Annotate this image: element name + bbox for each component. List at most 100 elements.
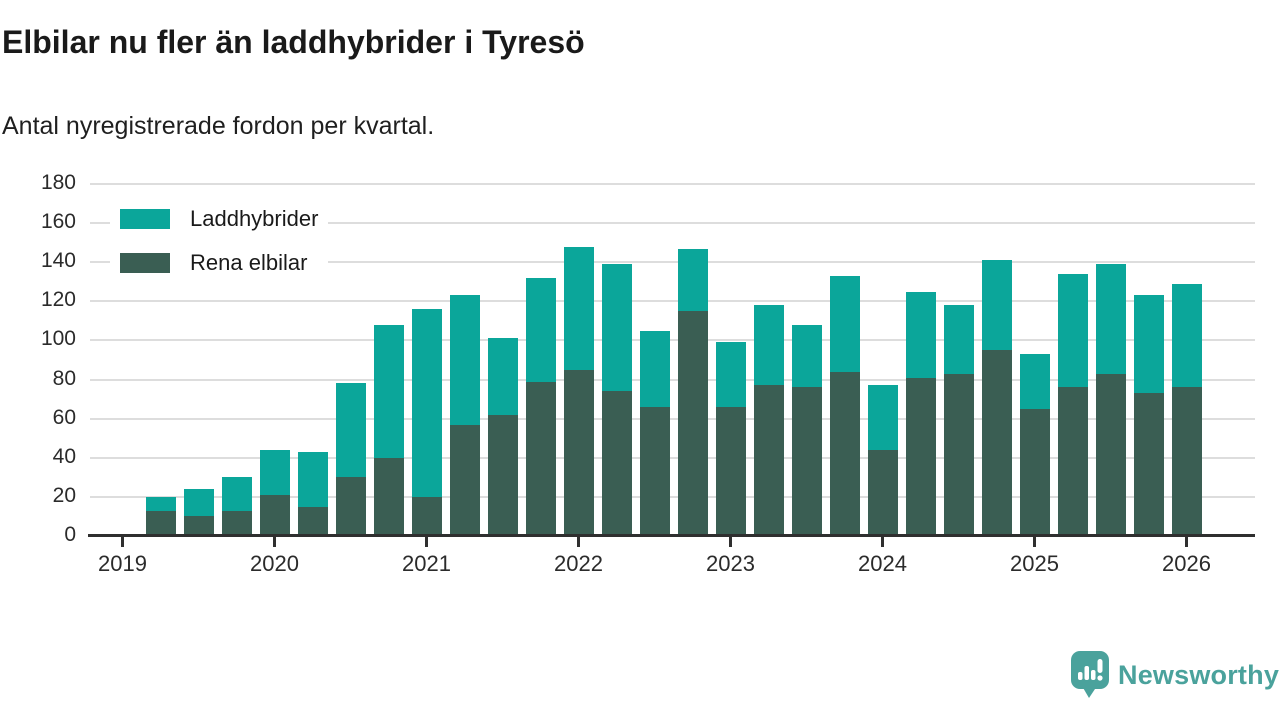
y-axis-label-60: 60: [52, 405, 76, 429]
bar-2025-Q4-laddhybrider: [1133, 295, 1164, 394]
y-axis-label-160: 160: [40, 210, 76, 234]
gridline-20: [90, 495, 1255, 498]
x-axis-label-2023: 2023: [706, 551, 755, 576]
bar-2024-Q1-laddhybrider: [867, 385, 898, 450]
bar-2024-Q4-laddhybrider: [981, 260, 1012, 351]
y-axis-label-0: 0: [64, 523, 76, 546]
x-axis-tick-2021: [425, 537, 428, 547]
legend-item-laddhybrider: Laddhybrider: [110, 201, 329, 237]
legend-label-laddhybrider: Laddhybrider: [190, 206, 319, 231]
bar-2025-Q4-rena-elbilar: [1133, 393, 1164, 536]
bar-2024-Q3-laddhybrider: [943, 305, 974, 374]
bar-2020-Q2-laddhybrider: [297, 451, 328, 507]
bar-2026-Q1-laddhybrider: [1171, 283, 1202, 388]
x-axis-tick-2026: [1185, 537, 1188, 547]
newsworthy-logo: Newsworthy: [1070, 650, 1279, 700]
x-axis-label-2025: 2025: [1010, 551, 1059, 576]
bar-2023-Q2-laddhybrider: [753, 305, 784, 386]
bar-2022-Q1-rena-elbilar: [563, 369, 594, 536]
bar-2023-Q4-laddhybrider: [829, 275, 860, 372]
bar-2026-Q1-rena-elbilar: [1171, 387, 1202, 536]
bar-2022-Q4-laddhybrider: [677, 248, 708, 312]
bar-2023-Q4-rena-elbilar: [829, 371, 860, 536]
x-axis-label-2026: 2026: [1162, 551, 1211, 576]
x-axis-label-2020: 2020: [250, 551, 299, 576]
y-axis-label-40: 40: [52, 444, 76, 468]
bar-2022-Q1-laddhybrider: [563, 246, 594, 370]
bar-2024-Q1-rena-elbilar: [867, 449, 898, 536]
x-axis-label-2019: 2019: [98, 551, 147, 576]
bar-2020-Q3-rena-elbilar: [335, 477, 366, 536]
bar-2023-Q1-laddhybrider: [715, 342, 746, 407]
bar-2021-Q1-rena-elbilar: [411, 496, 442, 536]
bar-2021-Q2-laddhybrider: [449, 295, 480, 425]
bar-2022-Q3-rena-elbilar: [639, 406, 670, 536]
bar-2023-Q1-rena-elbilar: [715, 406, 746, 536]
bar-2021-Q4-laddhybrider: [525, 277, 556, 382]
bar-2019-Q4-laddhybrider: [221, 477, 252, 511]
bar-2024-Q2-rena-elbilar: [905, 377, 936, 536]
bar-2020-Q4-laddhybrider: [373, 324, 404, 458]
y-axis-label-80: 80: [52, 366, 76, 390]
bar-2021-Q4-rena-elbilar: [525, 381, 556, 536]
gridline-100: [90, 339, 1255, 342]
gridline-140: [90, 261, 1255, 264]
chart-subtitle: Antal nyregistrerade fordon per kvartal.: [2, 112, 435, 140]
bar-2022-Q3-laddhybrider: [639, 330, 670, 407]
x-axis-line: [88, 534, 1255, 537]
bar-2020-Q3-laddhybrider: [335, 383, 366, 478]
x-axis-tick-2025: [1033, 537, 1036, 547]
legend-swatch-laddhybrider: [120, 209, 170, 229]
bar-2021-Q1-laddhybrider: [411, 309, 442, 497]
newsworthy-logo-text: Newsworthy: [1118, 659, 1280, 690]
bar-2021-Q3-rena-elbilar: [487, 414, 518, 536]
x-axis-label-2024: 2024: [858, 551, 907, 576]
bar-2025-Q2-laddhybrider: [1057, 273, 1088, 388]
newsworthy-logo-icon: [1071, 651, 1109, 698]
y-axis-label-140: 140: [40, 249, 76, 273]
bar-2023-Q3-laddhybrider: [791, 324, 822, 388]
bar-2025-Q1-rena-elbilar: [1019, 408, 1050, 536]
bar-2019-Q2-rena-elbilar: [145, 510, 176, 536]
gridline-160: [90, 222, 1255, 225]
bar-2025-Q3-laddhybrider: [1095, 264, 1126, 374]
bar-2022-Q2-rena-elbilar: [601, 391, 632, 536]
gridline-60: [90, 417, 1255, 420]
bar-2019-Q2-laddhybrider: [145, 496, 176, 511]
bar-2025-Q2-rena-elbilar: [1057, 387, 1088, 536]
x-axis-tick-2019: [121, 537, 124, 547]
bar-2023-Q2-rena-elbilar: [753, 385, 784, 536]
y-axis-label-20: 20: [52, 483, 76, 507]
legend-label-rena-elbilar: Rena elbilar: [190, 250, 308, 275]
bar-2025-Q3-rena-elbilar: [1095, 373, 1126, 536]
bar-2023-Q3-rena-elbilar: [791, 387, 822, 536]
gridline-120: [90, 300, 1255, 303]
bar-2020-Q1-rena-elbilar: [259, 494, 290, 536]
chart-legend: Laddhybrider Rena elbilar: [110, 201, 329, 281]
gridline-40: [90, 456, 1255, 459]
gridline-180: [90, 183, 1255, 185]
x-axis-tick-2023: [729, 537, 732, 547]
bar-2020-Q4-rena-elbilar: [373, 457, 404, 536]
bar-2022-Q4-rena-elbilar: [677, 311, 708, 536]
bar-2024-Q4-rena-elbilar: [981, 350, 1012, 536]
y-axis-label-180: 180: [40, 171, 76, 194]
bar-2019-Q4-rena-elbilar: [221, 510, 252, 536]
y-axis-label-100: 100: [40, 327, 76, 351]
bar-2024-Q2-laddhybrider: [905, 291, 936, 378]
bar-2020-Q1-laddhybrider: [259, 449, 290, 495]
bar-2024-Q3-rena-elbilar: [943, 373, 974, 536]
x-axis-label-2022: 2022: [554, 551, 603, 576]
gridline-80: [90, 378, 1255, 381]
x-axis-label-2021: 2021: [402, 551, 451, 576]
bar-2025-Q1-laddhybrider: [1019, 354, 1050, 409]
bar-2022-Q2-laddhybrider: [601, 264, 632, 392]
legend-item-rena-elbilar: Rena elbilar: [110, 245, 329, 281]
bar-2019-Q3-rena-elbilar: [183, 516, 214, 536]
page-title: Elbilar nu fler än laddhybrider i Tyresö: [2, 24, 585, 60]
x-axis-tick-2020: [273, 537, 276, 547]
bar-2019-Q3-laddhybrider: [183, 489, 214, 517]
y-axis-label-120: 120: [40, 288, 76, 312]
x-axis-tick-2022: [577, 537, 580, 547]
